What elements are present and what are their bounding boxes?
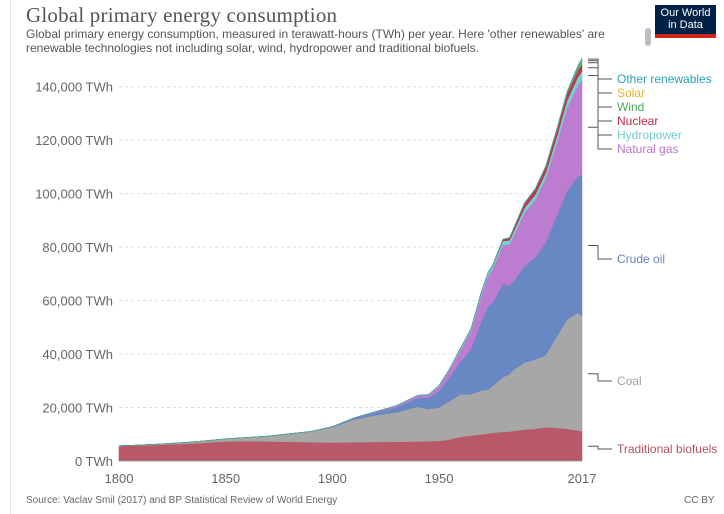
y-tick-label: 0 TWh <box>75 454 113 469</box>
legend-label-solar: Solar <box>617 86 645 100</box>
legend-leader-hydropower <box>588 75 612 136</box>
legend-label-crude-oil: Crude oil <box>617 252 665 266</box>
x-tick-label: 1900 <box>318 471 347 486</box>
y-tick-label: 100,000 TWh <box>35 187 113 202</box>
y-tick-label: 40,000 TWh <box>42 347 113 362</box>
legend-label-traditional-biofuels: Traditional biofuels <box>617 442 717 456</box>
legend-leader-natural-gas <box>588 126 612 150</box>
y-tick-label: 60,000 TWh <box>42 294 113 309</box>
legend-label-hydropower: Hydropower <box>617 128 682 142</box>
legend-label-wind: Wind <box>617 100 644 114</box>
legend-leader-other-renewables <box>588 58 612 80</box>
x-tick-label: 1850 <box>211 471 240 486</box>
logo-line-1: Our World <box>660 7 711 19</box>
legend-label-other-renewables: Other renewables <box>617 72 712 86</box>
y-tick-label: 80,000 TWh <box>42 240 113 255</box>
owid-logo[interactable]: Our World in Data <box>655 5 716 38</box>
legend-leader-solar <box>588 60 612 94</box>
y-tick-label: 140,000 TWh <box>35 80 113 95</box>
x-tick-label: 2017 <box>568 471 597 486</box>
legend-leader-coal <box>588 373 612 382</box>
subtitle-scrollbar[interactable] <box>645 28 651 46</box>
legend-leader-traditional-biofuels <box>588 445 612 450</box>
chart-subtitle: Global primary energy consumption, measu… <box>26 27 605 55</box>
logo-line-2: in Data <box>668 19 703 31</box>
legend-label-natural-gas: Natural gas <box>617 142 678 156</box>
y-tick-label: 120,000 TWh <box>35 133 113 148</box>
area-other-renewables <box>118 57 583 447</box>
legend-label-nuclear: Nuclear <box>617 114 658 128</box>
legend-leader-wind <box>588 62 612 108</box>
y-tick-label: 20,000 TWh <box>42 401 113 416</box>
x-tick-label: 1950 <box>425 471 454 486</box>
source-note[interactable]: Source: Vaclav Smil (2017) and BP Statis… <box>26 495 338 506</box>
license-link[interactable]: CC BY <box>684 495 715 506</box>
chart-title: Global primary energy consumption <box>26 3 338 27</box>
x-tick-label: 1800 <box>105 471 134 486</box>
chart-frame <box>10 0 724 514</box>
legend-label-coal: Coal <box>617 374 642 388</box>
legend-leader-crude-oil <box>588 245 612 260</box>
logo-accent-bar <box>655 34 716 38</box>
